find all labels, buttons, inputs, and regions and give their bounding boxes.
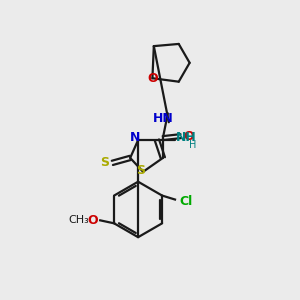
- Text: O: O: [183, 130, 194, 142]
- Text: NH: NH: [176, 130, 197, 144]
- Text: O: O: [147, 72, 158, 85]
- Text: Cl: Cl: [179, 195, 193, 208]
- Text: HN: HN: [152, 112, 173, 125]
- Text: O: O: [87, 214, 98, 227]
- Text: H: H: [189, 140, 196, 150]
- Text: S: S: [136, 164, 146, 177]
- Text: N: N: [130, 130, 140, 144]
- Text: CH₃: CH₃: [68, 215, 89, 225]
- Text: S: S: [100, 156, 109, 170]
